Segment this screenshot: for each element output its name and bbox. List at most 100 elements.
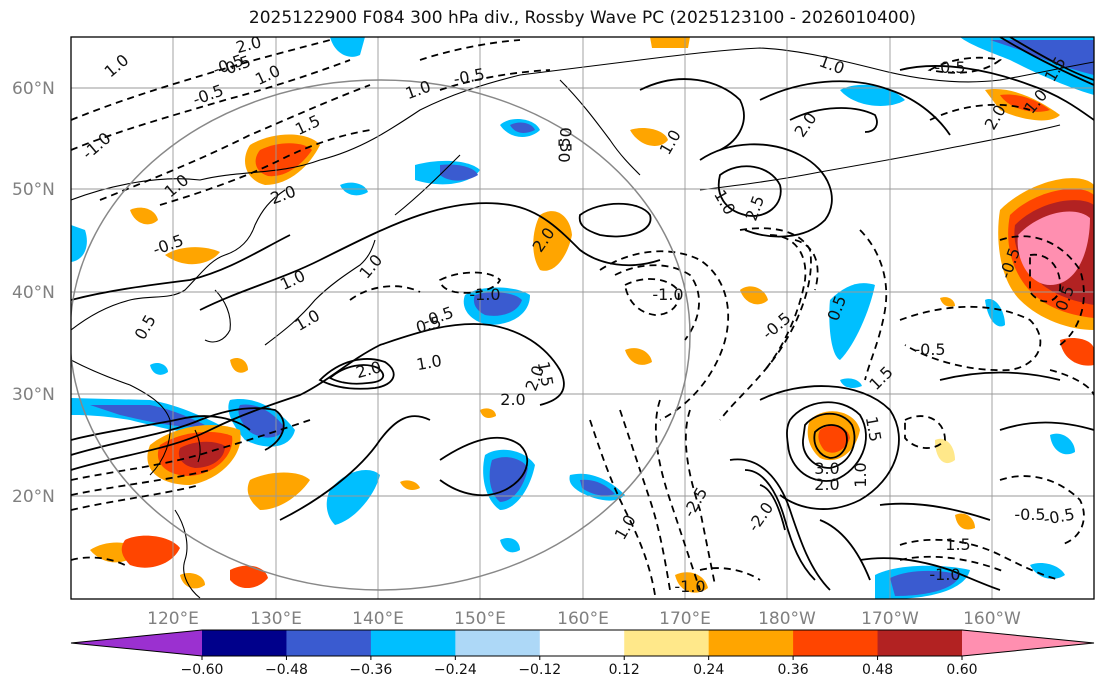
shade-blob	[400, 480, 420, 490]
lon-label: 150°E	[454, 609, 506, 629]
shade-blob	[180, 573, 205, 589]
lon-label: 140°E	[352, 609, 404, 629]
contour-label: 1.0	[277, 266, 308, 294]
contour-label: 1.5	[862, 415, 885, 443]
contour-label: 1.0	[817, 52, 847, 79]
lon-label: 170°W	[861, 609, 919, 629]
shade-blob	[1060, 338, 1094, 366]
contour-positive	[802, 412, 856, 469]
colorbar-tick-label: 0.12	[609, 662, 640, 678]
shade-blob	[71, 225, 87, 262]
contour-label: -0.5	[190, 81, 226, 110]
colorbar-extend-min	[71, 630, 202, 656]
contour-label: 2.0	[234, 32, 264, 57]
contour-negative	[349, 285, 421, 301]
shade-blob	[990, 40, 1094, 75]
lon-label: 180°W	[758, 609, 816, 629]
contour-positive	[939, 371, 1061, 381]
map-frame	[70, 36, 1095, 600]
contour-negative	[589, 419, 656, 596]
contour-label: -0.5	[1014, 505, 1045, 524]
contour-positive	[999, 37, 1094, 86]
contour-negative	[71, 419, 311, 481]
coastline-alaska	[639, 47, 1094, 83]
contour-label: -1.0	[78, 128, 114, 163]
contour-positive	[439, 436, 529, 497]
shade-blob	[935, 438, 955, 464]
lat-label: 60°N	[12, 79, 55, 99]
contour-negative	[899, 538, 1061, 581]
contour-label: 1.0	[415, 351, 443, 374]
contour-negative	[99, 84, 371, 201]
lon-label: 170°E	[659, 609, 711, 629]
coastline-taiwan	[194, 429, 201, 463]
contour-label: 2.5	[742, 193, 769, 223]
contour-negative	[929, 103, 1031, 121]
contour-negative	[654, 399, 701, 591]
contour-label-layer: 1.0 -0.5 -1.0 -0.5 2.0 1.5 1.0 0.5 1.0 -0.5 1.0 -0.…	[78, 32, 1078, 596]
shade-blob	[533, 211, 572, 271]
contour-positive	[699, 143, 833, 238]
contour-positive	[1009, 37, 1094, 81]
contours	[71, 37, 1094, 596]
contour-negative	[419, 39, 521, 61]
contour-positive	[744, 469, 816, 581]
contour-label: 2.0	[500, 390, 525, 409]
colorbar-swatch	[370, 630, 456, 656]
contour-label: 0.5	[555, 137, 574, 162]
reference-circle	[71, 79, 691, 591]
coastline-asia-east	[71, 189, 286, 331]
contour-label: 2.0	[790, 109, 820, 141]
contour-positive	[279, 415, 431, 521]
colorbar-tick-label: 0.36	[778, 662, 809, 678]
contour-label: 2.0	[268, 182, 298, 209]
contour-label: 0.5	[414, 312, 444, 337]
lon-label: 160°E	[557, 609, 609, 629]
contour-positive	[999, 421, 1094, 431]
contour-label: -0.5	[914, 340, 945, 359]
shade-blob	[580, 479, 615, 496]
lat-label: 40°N	[12, 283, 55, 303]
contour-label: 3.0	[814, 459, 839, 478]
shade-blob	[510, 122, 535, 133]
contour-label: 0.5	[131, 311, 160, 343]
contour-label: 1.5	[292, 111, 323, 139]
shade-blob	[247, 472, 310, 510]
contour-label: 1.0	[291, 306, 323, 335]
shade-blob	[480, 408, 496, 418]
colorbar-tick-label: 0.24	[693, 662, 724, 678]
shade-blob	[130, 207, 158, 225]
contour-negative	[71, 484, 201, 511]
shade-blob	[230, 358, 248, 373]
shade-blob	[326, 470, 380, 525]
lat-label: 50°N	[12, 180, 55, 200]
contour-negative	[859, 229, 888, 381]
contour-label: -1.0	[674, 577, 705, 596]
longitude-labels: 120°E 130°E 140°E 150°E 160°E 170°E 180°…	[147, 609, 1021, 629]
contour-label: -1.0	[929, 565, 960, 584]
shade-blob	[1000, 94, 1050, 112]
coastline-aleutian	[699, 124, 1061, 191]
contour-positive	[729, 458, 831, 591]
coastline-kamchatka	[559, 79, 641, 176]
contour-negative	[684, 409, 716, 586]
shade-blob	[740, 286, 768, 305]
contour-label: -1.0	[652, 285, 683, 304]
contour-label: 2.0	[354, 357, 384, 382]
contour-negative	[899, 555, 1006, 573]
coastline-japan	[264, 239, 376, 346]
contour-label: -1.0	[469, 285, 500, 304]
colorbar-swatch	[202, 630, 287, 656]
contour-negative	[71, 469, 211, 496]
contour-label: -0.5	[934, 58, 965, 77]
contour-label: 1.0	[656, 126, 685, 158]
colorbar-extend-max	[962, 630, 1094, 656]
shade-blob	[150, 362, 168, 375]
contour-positive	[759, 484, 786, 531]
contour-positive	[71, 407, 285, 456]
contour-negative	[614, 264, 700, 341]
colorbar-swatch	[877, 630, 963, 656]
contour-negative	[899, 305, 1042, 372]
shade-blob	[625, 348, 652, 365]
